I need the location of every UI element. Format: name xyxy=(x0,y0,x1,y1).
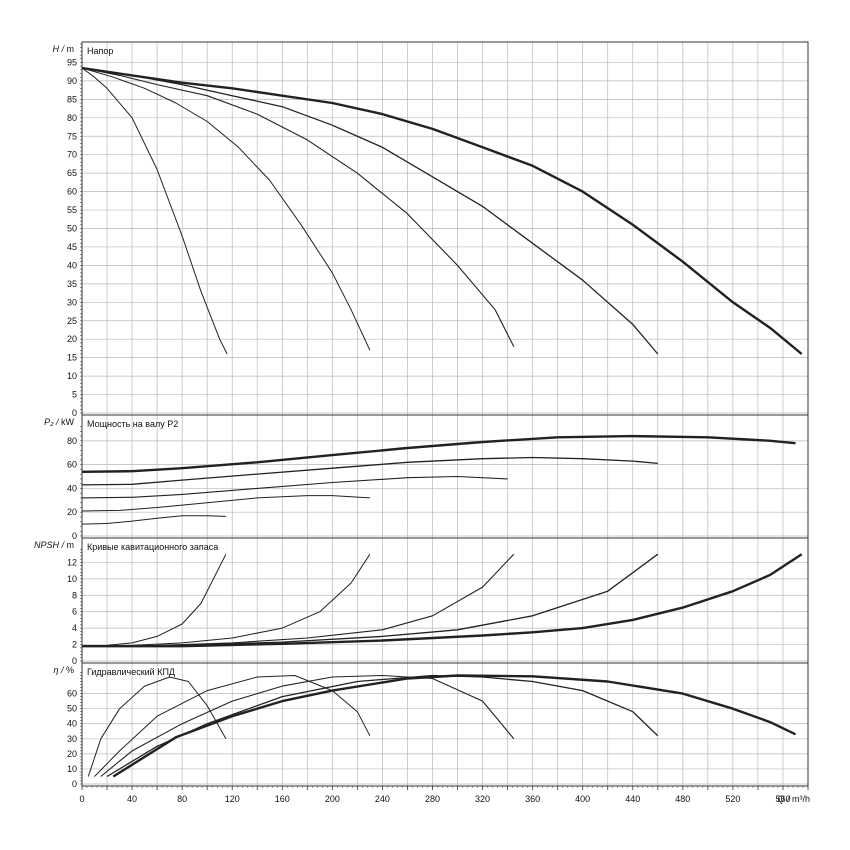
y-tick-label: 15 xyxy=(67,353,77,363)
x-tick-label: 360 xyxy=(525,794,540,804)
x-tick-label: 440 xyxy=(625,794,640,804)
x-tick-label: 400 xyxy=(575,794,590,804)
series-line xyxy=(100,674,515,777)
y-tick-label: 35 xyxy=(67,279,77,289)
series-line xyxy=(81,515,226,525)
y-tick-label: 40 xyxy=(67,483,77,493)
panel-frame xyxy=(81,662,809,787)
x-tick-label: 480 xyxy=(675,794,690,804)
y-tick-label: 0 xyxy=(72,779,77,789)
series-line xyxy=(81,553,371,647)
series-line xyxy=(81,434,796,473)
y-axis-label: P₂ / kW xyxy=(44,417,74,427)
series-line xyxy=(81,67,515,347)
series-line xyxy=(87,676,227,777)
y-tick-label: 40 xyxy=(67,719,77,729)
y-tick-label: 80 xyxy=(67,436,77,446)
y-tick-label: 60 xyxy=(67,689,77,699)
y-tick-label: 85 xyxy=(67,94,77,104)
y-tick-label: 0 xyxy=(72,408,77,418)
y-tick-label: 80 xyxy=(67,113,77,123)
x-tick-label: 280 xyxy=(425,794,440,804)
series-line xyxy=(82,553,803,648)
x-tick-label: 520 xyxy=(725,794,740,804)
y-axis-label: η / % xyxy=(53,665,74,675)
y-tick-label: 20 xyxy=(67,507,77,517)
y-tick-label: 20 xyxy=(67,749,77,759)
y-tick-label: 75 xyxy=(67,131,77,141)
y-tick-label: 10 xyxy=(67,371,77,381)
series-line xyxy=(81,553,515,647)
x-tick-label: 320 xyxy=(475,794,490,804)
y-tick-label: 50 xyxy=(67,224,77,234)
x-tick-label: 200 xyxy=(325,794,340,804)
y-tick-label: 30 xyxy=(67,297,77,307)
y-tick-label: 6 xyxy=(72,607,77,617)
y-tick-label: 55 xyxy=(67,205,77,215)
series-line xyxy=(112,674,797,778)
x-axis-label: Q / m³/h xyxy=(777,794,810,804)
series-line xyxy=(81,475,508,499)
series-line xyxy=(94,675,371,777)
x-tick-label: 0 xyxy=(79,794,84,804)
x-tick-label: 160 xyxy=(275,794,290,804)
y-tick-label: 45 xyxy=(67,242,77,252)
y-tick-label: 30 xyxy=(67,734,77,744)
y-tick-label: 25 xyxy=(67,316,77,326)
series-line xyxy=(81,495,370,512)
y-tick-label: 12 xyxy=(67,557,77,567)
y-tick-label: 95 xyxy=(67,57,77,67)
x-tick-label: 80 xyxy=(177,794,187,804)
series-line xyxy=(81,66,803,355)
y-tick-label: 50 xyxy=(67,704,77,714)
series-line xyxy=(81,67,228,355)
y-tick-label: 20 xyxy=(67,334,77,344)
y-tick-label: 65 xyxy=(67,168,77,178)
series-line xyxy=(81,67,371,351)
y-tick-label: 40 xyxy=(67,260,77,270)
y-tick-label: 5 xyxy=(72,390,77,400)
x-tick-label: 120 xyxy=(225,794,240,804)
series-line xyxy=(81,67,659,355)
y-tick-label: 10 xyxy=(67,574,77,584)
panel-title: Гидравлический КПД xyxy=(87,667,175,677)
panel-title: Кривые кавитационного запаса xyxy=(87,542,218,552)
panel-title: Мощность на валу P2 xyxy=(87,419,178,429)
y-axis-label: NPSH / m xyxy=(34,540,74,550)
series-line xyxy=(81,553,659,647)
x-tick-label: 240 xyxy=(375,794,390,804)
x-tick-label: 560 xyxy=(775,794,790,804)
y-tick-label: 10 xyxy=(67,764,77,774)
y-tick-label: 2 xyxy=(72,640,77,650)
y-tick-label: 8 xyxy=(72,590,77,600)
y-tick-label: 60 xyxy=(67,460,77,470)
series-line xyxy=(81,553,227,647)
y-tick-label: 0 xyxy=(72,656,77,666)
y-tick-label: 4 xyxy=(72,623,77,633)
y-tick-label: 0 xyxy=(72,531,77,541)
panel-title: Напор xyxy=(87,46,113,56)
x-tick-label: 40 xyxy=(127,794,137,804)
series-line xyxy=(81,456,658,486)
y-axis-label: H / m xyxy=(52,44,74,54)
y-tick-label: 60 xyxy=(67,187,77,197)
y-tick-label: 70 xyxy=(67,150,77,160)
y-tick-label: 90 xyxy=(67,76,77,86)
